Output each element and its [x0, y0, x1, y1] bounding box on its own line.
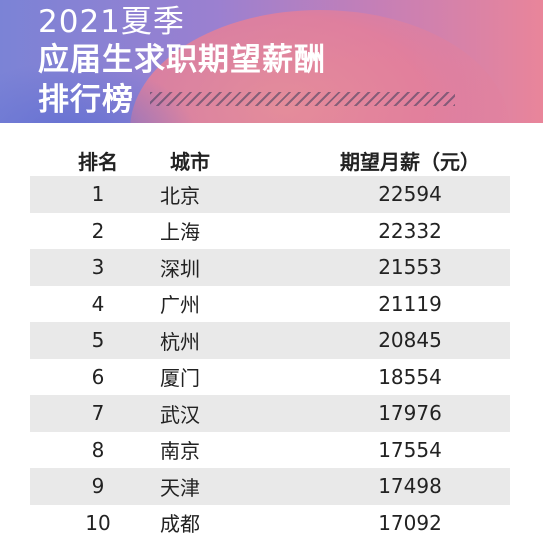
city-cell: 厦门	[160, 366, 200, 391]
table-row: 9 天津 17498	[30, 468, 510, 505]
rank-cell: 1	[91, 182, 105, 207]
salary-cell: 17976	[378, 401, 442, 426]
city-cell: 天津	[160, 475, 200, 500]
rank-cell: 10	[85, 510, 111, 535]
table-row: 10 成都 17092	[30, 505, 510, 542]
salary-cell: 17554	[378, 437, 442, 462]
table-row: 6 厦门 18554	[30, 359, 510, 396]
salary-ranking-table: 排名 城市 期望月薪（元） 1 北京 22594 2 上海 22332 3 深圳 21553 4 广…	[30, 144, 510, 541]
table-body: 1 北京 22594 2 上海 22332 3 深圳 21553 4 广州 21119 5 杭州 20845…	[30, 176, 510, 541]
salary-cell: 22594	[378, 182, 442, 207]
city-cell: 广州	[160, 293, 200, 318]
title-line-2: 应届生求职期望薪酬	[38, 42, 326, 78]
table-row: 3 深圳 21553	[30, 249, 510, 286]
salary-cell: 20845	[378, 328, 442, 353]
rank-cell: 2	[91, 218, 105, 243]
rank-cell: 7	[91, 401, 105, 426]
table-row: 5 杭州 20845	[30, 322, 510, 359]
title-banner: 2021夏季 应届生求职期望薪酬 排行榜	[0, 0, 543, 123]
salary-cell: 17498	[378, 474, 442, 499]
rank-cell: 4	[91, 291, 105, 316]
rank-cell: 9	[91, 474, 105, 499]
header-salary: 期望月薪（元）	[340, 149, 480, 174]
table-header-row: 排名 城市 期望月薪（元）	[30, 144, 510, 176]
salary-cell: 21553	[378, 255, 442, 280]
salary-cell: 21119	[378, 291, 442, 316]
city-cell: 上海	[160, 220, 200, 245]
salary-cell: 18554	[378, 364, 442, 389]
table-row: 4 广州 21119	[30, 286, 510, 323]
title-line-3: 排行榜	[38, 82, 134, 118]
city-cell: 成都	[160, 512, 200, 537]
rank-cell: 5	[91, 328, 105, 353]
header-city: 城市	[170, 149, 210, 174]
city-cell: 深圳	[160, 256, 200, 281]
table-row: 8 南京 17554	[30, 432, 510, 469]
rank-cell: 3	[91, 255, 105, 280]
rank-cell: 6	[91, 364, 105, 389]
title-line-1: 2021夏季	[38, 4, 185, 40]
header-rank: 排名	[78, 149, 118, 174]
salary-cell: 17092	[378, 510, 442, 535]
banner-stripe-decoration	[150, 92, 455, 106]
table-row: 1 北京 22594	[30, 176, 510, 213]
table-row: 7 武汉 17976	[30, 395, 510, 432]
rank-cell: 8	[91, 437, 105, 462]
table-row: 2 上海 22332	[30, 213, 510, 250]
city-cell: 北京	[160, 183, 200, 208]
city-cell: 杭州	[160, 329, 200, 354]
city-cell: 武汉	[160, 402, 200, 427]
city-cell: 南京	[160, 439, 200, 464]
salary-cell: 22332	[378, 218, 442, 243]
